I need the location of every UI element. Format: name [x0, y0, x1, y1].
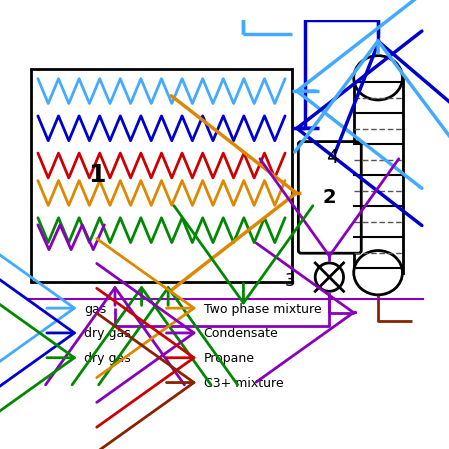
Text: Two phase mixture: Two phase mixture — [203, 303, 321, 316]
Ellipse shape — [354, 251, 402, 295]
Text: Condensate: Condensate — [203, 327, 278, 340]
Text: 1: 1 — [88, 163, 106, 187]
Ellipse shape — [354, 56, 402, 100]
Text: 4: 4 — [326, 148, 338, 167]
Text: 3: 3 — [285, 272, 296, 290]
Text: C3+ mixture: C3+ mixture — [203, 377, 283, 390]
Bar — [31, 69, 292, 282]
Text: Propane: Propane — [203, 352, 255, 365]
Bar — [354, 78, 403, 273]
Text: dry gas: dry gas — [84, 352, 131, 365]
Text: dry gas: dry gas — [84, 327, 131, 340]
Text: 2: 2 — [322, 188, 336, 207]
FancyBboxPatch shape — [299, 141, 361, 253]
Text: gas: gas — [84, 303, 106, 316]
Circle shape — [315, 263, 343, 291]
